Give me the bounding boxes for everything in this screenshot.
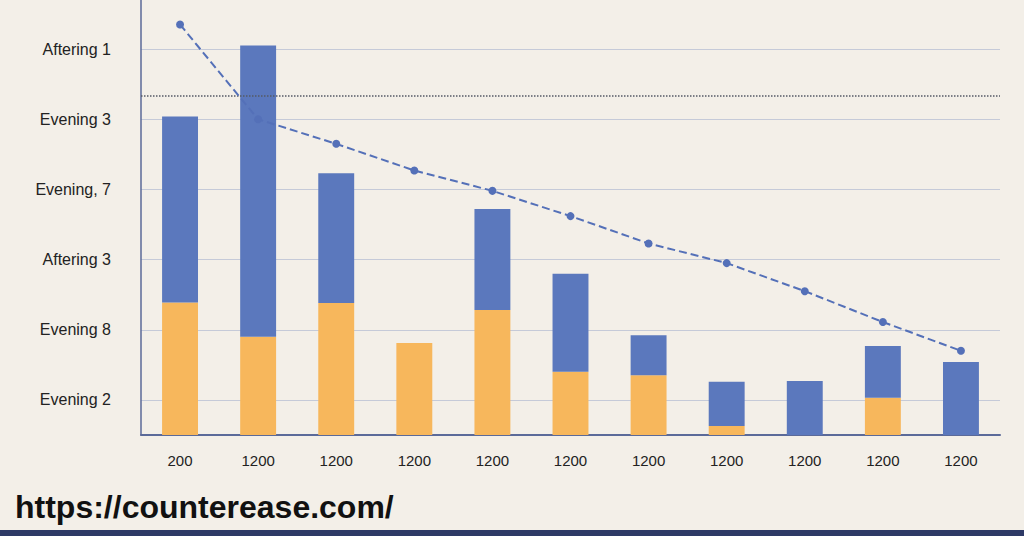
svg-text:Aftering 1: Aftering 1 [43,41,112,58]
svg-text:1200: 1200 [398,452,431,469]
svg-text:1200: 1200 [320,452,353,469]
svg-text:Evening 3: Evening 3 [40,111,111,128]
svg-text:200: 200 [168,452,193,469]
svg-text:1200: 1200 [632,452,665,469]
svg-text:Evening 8: Evening 8 [40,321,111,338]
svg-text:1200: 1200 [554,452,587,469]
svg-text:Evening 2: Evening 2 [40,391,111,408]
svg-text:Evening, 7: Evening, 7 [35,181,111,198]
svg-text:1200: 1200 [710,452,743,469]
svg-text:https://counterease.com/: https://counterease.com/ [15,489,394,525]
svg-text:1200: 1200 [241,452,274,469]
svg-text:1200: 1200 [944,452,977,469]
svg-text:1200: 1200 [866,452,899,469]
svg-text:1200: 1200 [476,452,509,469]
svg-text:Aftering 3: Aftering 3 [43,251,112,268]
svg-text:1200: 1200 [788,452,821,469]
